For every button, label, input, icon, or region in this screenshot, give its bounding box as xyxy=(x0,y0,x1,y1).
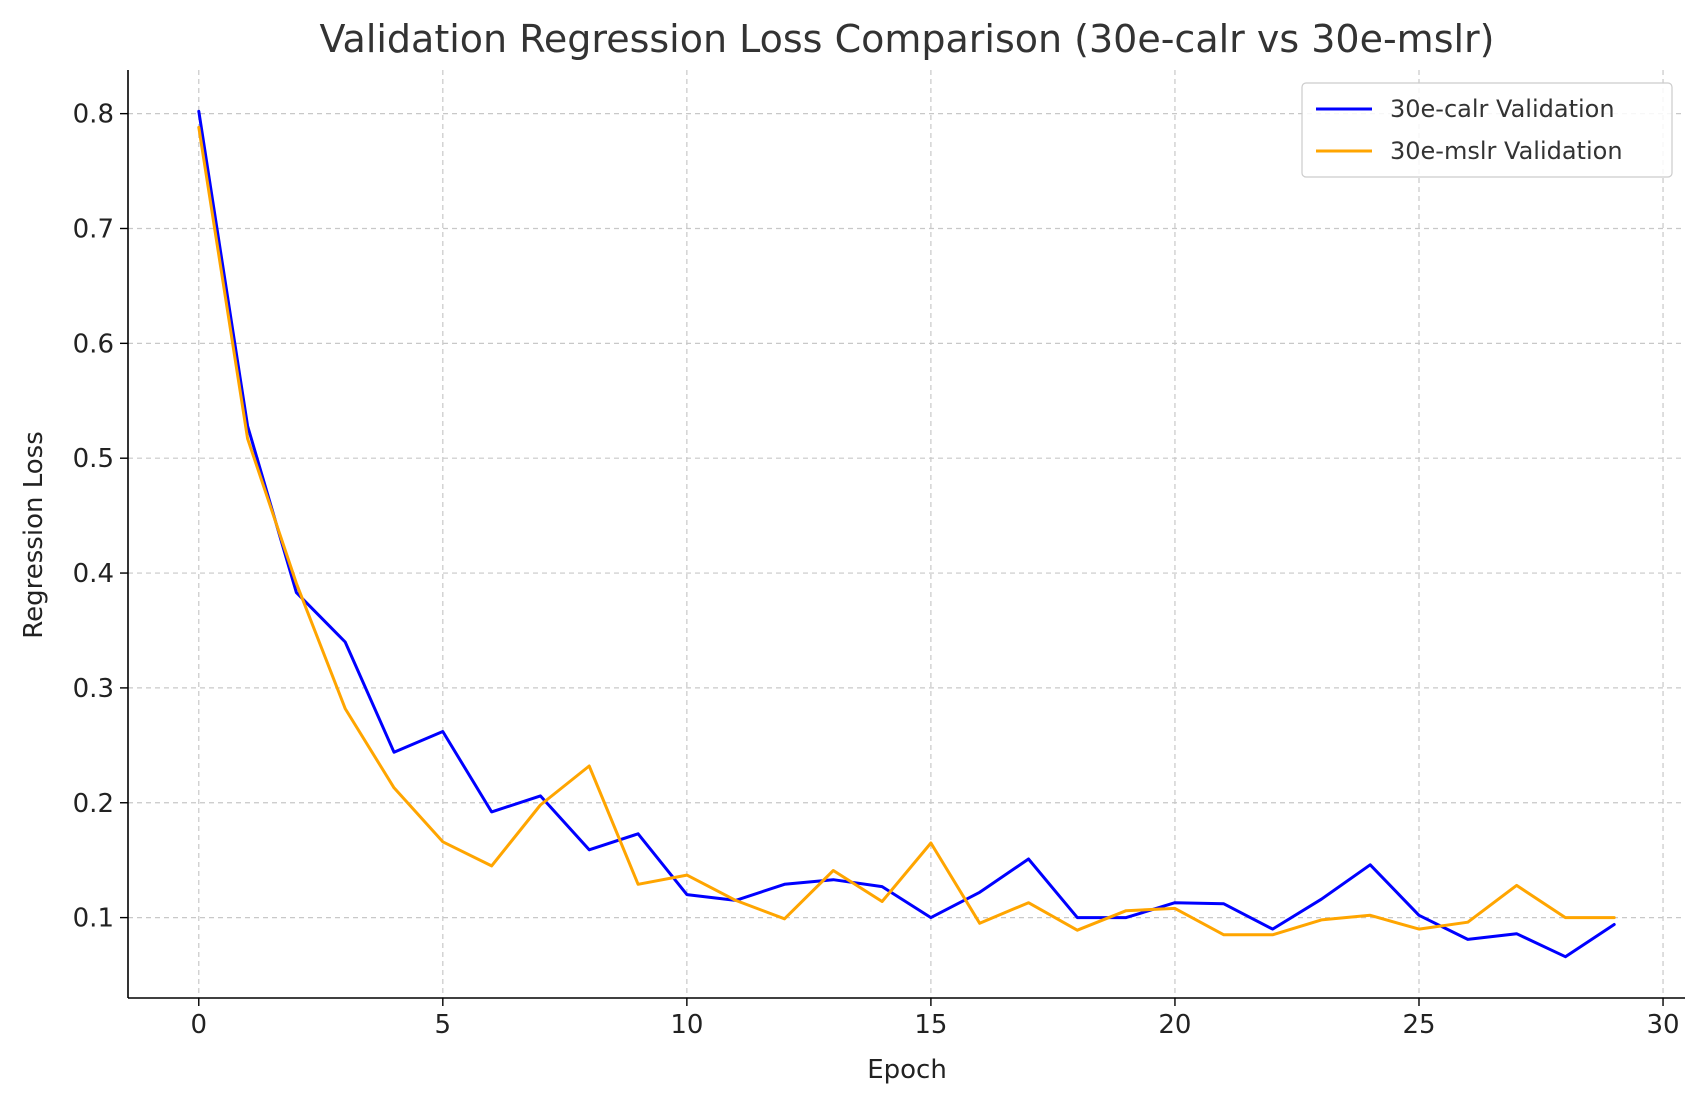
y-tick-label: 0.8 xyxy=(73,100,114,130)
x-axis-label: Epoch xyxy=(867,1055,947,1085)
legend: 30e-calr Validation 30e-mslr Validation xyxy=(1301,82,1673,178)
y-tick-label: 0.1 xyxy=(73,904,114,934)
y-tick-label: 0.2 xyxy=(73,789,114,819)
axes xyxy=(120,70,1685,1006)
y-tick-label: 0.5 xyxy=(73,444,114,474)
y-tick-label: 0.6 xyxy=(73,329,114,359)
legend-box xyxy=(1301,82,1673,178)
series-line-calr xyxy=(197,109,1616,959)
series-line-mslr xyxy=(197,125,1616,937)
x-tick-label: 0 xyxy=(190,1010,207,1040)
y-tick-label: 0.3 xyxy=(73,674,114,704)
legend-label: 30e-mslr Validation xyxy=(1390,137,1623,165)
x-tick-label: 30 xyxy=(1646,1010,1679,1040)
x-tick-label: 25 xyxy=(1402,1010,1435,1040)
x-tick-label: 15 xyxy=(914,1010,947,1040)
series-lines xyxy=(197,109,1616,959)
grid-lines xyxy=(128,70,1685,998)
y-tick-label: 0.4 xyxy=(73,559,114,589)
chart-title: Validation Regression Loss Comparison (3… xyxy=(319,17,1494,61)
x-tick-label: 20 xyxy=(1158,1010,1191,1040)
x-tick-label: 5 xyxy=(435,1010,452,1040)
y-tick-label: 0.7 xyxy=(73,214,114,244)
tick-labels: 0 5 10 15 20 25 30 0.1 0.2 0.3 0.4 0.5 0.6 0.7 0.8 xyxy=(73,100,1680,1040)
x-tick-label: 10 xyxy=(670,1010,703,1040)
legend-label: 30e-calr Validation xyxy=(1390,95,1615,123)
y-axis-label: Regression Loss xyxy=(19,431,49,639)
